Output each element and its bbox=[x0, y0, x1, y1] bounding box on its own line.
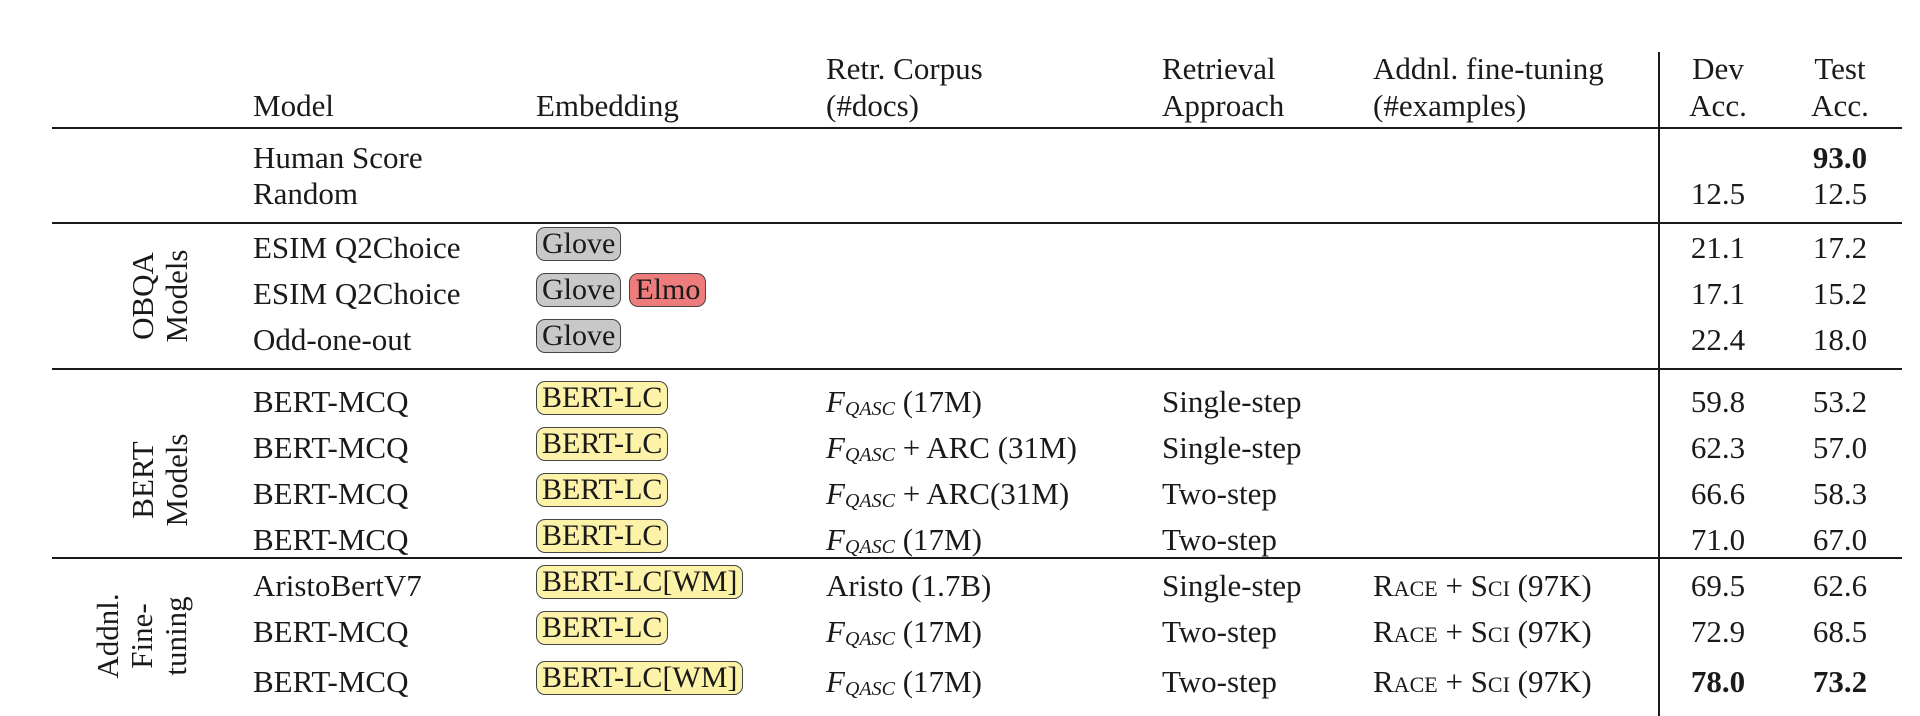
group-label-bert: BERT Models bbox=[125, 433, 194, 527]
group-label-line: OBQA bbox=[125, 252, 160, 340]
cell-model: BERT-MCQ bbox=[253, 614, 409, 649]
header-corpus-line2: (#docs) bbox=[826, 88, 919, 123]
cell-corpus: Aristo (1.7B) bbox=[826, 568, 992, 603]
header-test-line1: Test bbox=[1814, 51, 1866, 86]
baseline-test-human: 93.0 bbox=[1812, 140, 1868, 175]
embedding-badge: Elmo bbox=[629, 273, 707, 307]
cell-test-acc: 17.2 bbox=[1812, 230, 1868, 265]
cell-test-acc: 58.3 bbox=[1812, 476, 1868, 511]
cell-dev-acc: 62.3 bbox=[1690, 430, 1746, 465]
header-finetune-line2: (#examples) bbox=[1373, 88, 1527, 123]
group-label-line: Addnl. bbox=[90, 593, 125, 679]
cell-corpus: FQASC (17M) bbox=[826, 522, 982, 558]
baseline-model-human: Human Score bbox=[253, 140, 423, 175]
embedding-badge: BERT-LC bbox=[536, 473, 669, 507]
embedding-badge: Glove bbox=[536, 319, 622, 353]
embedding-badge: Glove bbox=[536, 227, 622, 261]
cell-model: ESIM Q2Choice bbox=[253, 276, 461, 311]
cell-dev-acc: 22.4 bbox=[1690, 322, 1746, 357]
header-retrieval-line1: Retrieval bbox=[1162, 51, 1276, 86]
cell-test-acc: 57.0 bbox=[1812, 430, 1868, 465]
cell-dev-acc: 66.6 bbox=[1690, 476, 1746, 511]
embedding-badge: BERT-LC bbox=[536, 427, 669, 461]
header-finetune-line1: Addnl. fine-tuning bbox=[1373, 51, 1604, 86]
cell-test-acc: 67.0 bbox=[1812, 522, 1868, 557]
cell-dev-acc: 21.1 bbox=[1690, 230, 1746, 265]
cell-dev-acc: 69.5 bbox=[1690, 568, 1746, 603]
cell-model: Odd-one-out bbox=[253, 322, 412, 357]
column-divider bbox=[1658, 52, 1660, 716]
cell-corpus: FQASC (17M) bbox=[826, 384, 982, 420]
cell-finetune: Race + Sci (97K) bbox=[1373, 568, 1592, 603]
group-label-obqa: OBQA Models bbox=[125, 249, 194, 343]
header-retrieval-line2: Approach bbox=[1162, 88, 1285, 123]
cell-model: BERT-MCQ bbox=[253, 664, 409, 699]
cell-dev-acc: 72.9 bbox=[1690, 614, 1746, 649]
embedding-badge: BERT-LC[WM] bbox=[536, 565, 744, 599]
embedding-badge: BERT-LC bbox=[536, 381, 669, 415]
cell-test-acc: 73.2 bbox=[1812, 664, 1868, 699]
cell-retrieval: Two-step bbox=[1162, 664, 1277, 699]
group-label-finetuning: Addnl. Fine- tuning bbox=[90, 593, 193, 679]
section-rule-1 bbox=[52, 222, 1902, 224]
baseline-test-random: 12.5 bbox=[1812, 176, 1868, 211]
cell-corpus: FQASC + ARC (31M) bbox=[826, 430, 1077, 466]
header-model: Model bbox=[253, 88, 334, 123]
cell-retrieval: Single-step bbox=[1162, 568, 1302, 603]
header-embedding: Embedding bbox=[536, 88, 679, 123]
cell-retrieval: Single-step bbox=[1162, 384, 1302, 419]
cell-corpus: FQASC (17M) bbox=[826, 614, 982, 650]
header-corpus-line1: Retr. Corpus bbox=[826, 51, 983, 86]
embedding-badge: BERT-LC[WM] bbox=[536, 661, 744, 695]
cell-model: ESIM Q2Choice bbox=[253, 230, 461, 265]
cell-test-acc: 62.6 bbox=[1812, 568, 1868, 603]
cell-test-acc: 18.0 bbox=[1812, 322, 1868, 357]
group-label-line: Fine- bbox=[124, 603, 159, 669]
cell-corpus: FQASC (17M) bbox=[826, 664, 982, 700]
cell-dev-acc: 78.0 bbox=[1690, 664, 1746, 699]
cell-model: BERT-MCQ bbox=[253, 430, 409, 465]
cell-dev-acc: 71.0 bbox=[1690, 522, 1746, 557]
cell-retrieval: Single-step bbox=[1162, 430, 1302, 465]
group-label-line: Models bbox=[159, 249, 194, 343]
cell-model: BERT-MCQ bbox=[253, 384, 409, 419]
embedding-badge: Glove bbox=[536, 273, 622, 307]
group-label-line: BERT bbox=[125, 441, 160, 519]
header-dev-line2: Acc. bbox=[1689, 88, 1747, 123]
cell-test-acc: 53.2 bbox=[1812, 384, 1868, 419]
cell-retrieval: Two-step bbox=[1162, 476, 1277, 511]
cell-model: BERT-MCQ bbox=[253, 522, 409, 557]
header-dev-line1: Dev bbox=[1692, 51, 1744, 86]
cell-finetune: Race + Sci (97K) bbox=[1373, 614, 1592, 649]
cell-test-acc: 68.5 bbox=[1812, 614, 1868, 649]
cell-retrieval: Two-step bbox=[1162, 614, 1277, 649]
section-rule-2 bbox=[52, 368, 1902, 370]
section-rule-3 bbox=[52, 557, 1902, 559]
baseline-model-random: Random bbox=[253, 176, 359, 211]
cell-model: BERT-MCQ bbox=[253, 476, 409, 511]
cell-dev-acc: 59.8 bbox=[1690, 384, 1746, 419]
header-test-line2: Acc. bbox=[1811, 88, 1869, 123]
embedding-badge: BERT-LC bbox=[536, 519, 669, 553]
group-label-line: Models bbox=[159, 433, 194, 527]
cell-retrieval: Two-step bbox=[1162, 522, 1277, 557]
cell-corpus: FQASC + ARC(31M) bbox=[826, 476, 1070, 512]
cell-dev-acc: 17.1 bbox=[1690, 276, 1746, 311]
header-rule bbox=[52, 127, 1902, 129]
cell-model: AristoBertV7 bbox=[253, 568, 422, 603]
group-label-line: tuning bbox=[158, 596, 193, 676]
cell-test-acc: 15.2 bbox=[1812, 276, 1868, 311]
cell-finetune: Race + Sci (97K) bbox=[1373, 664, 1592, 699]
baseline-dev-random: 12.5 bbox=[1690, 176, 1746, 211]
embedding-badge: BERT-LC bbox=[536, 611, 669, 645]
